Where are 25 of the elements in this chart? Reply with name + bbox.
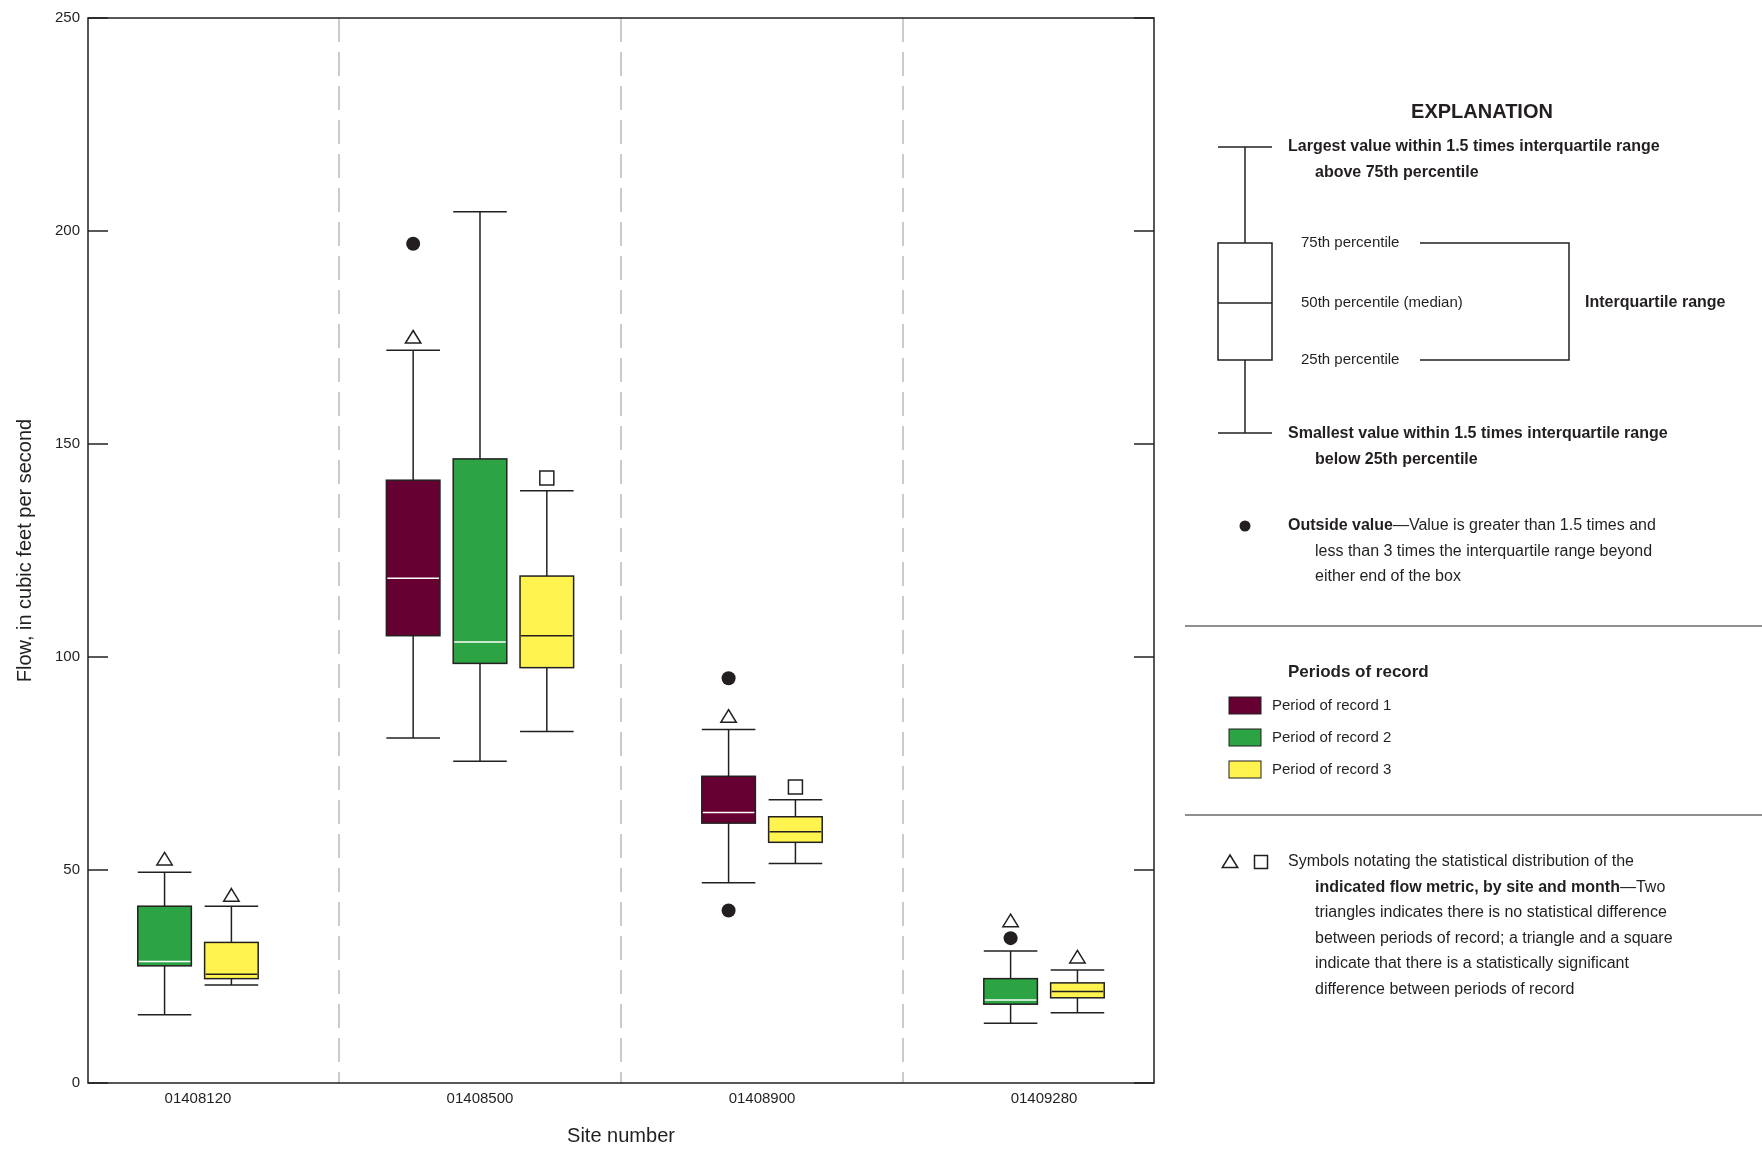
y-tick-label: 200 — [54, 220, 80, 238]
text: Largest value within 1.5 times interquartile range above 75th percentile — [1288, 137, 1660, 180]
y-axis-title: Flow, in cubic feet per second — [13, 418, 36, 683]
text: Interquartile range — [1585, 293, 1726, 311]
text: EXPLANATION — [1411, 100, 1553, 123]
y-tick-label: 50 — [63, 859, 80, 877]
text: 50th percentile (median) — [1301, 292, 1463, 310]
x-tick-label: 01408120 — [164, 1088, 232, 1106]
y-tick-label: 100 — [54, 646, 80, 664]
y-tick-label: 0 — [71, 1072, 80, 1090]
y-tick-label: 250 — [54, 7, 80, 25]
legend-title: Periods of record — [1288, 662, 1429, 682]
text: Symbols notating the statistical distribution of the indicated flow metric, by site and month—Two triangles indicates there is no statistical difference between periods of record; a triangle and a square indicate that there is a statistically significant difference between periods of record — [1288, 852, 1673, 997]
text: Outside value—Value is greater than 1.5 times and less than 3 times the interquartile range beyond either end of the box — [1288, 516, 1656, 585]
x-axis-title: Site number — [567, 1124, 676, 1147]
text: 75th percentile — [1301, 232, 1400, 250]
text: Smallest value within 1.5 times interquartile range below 25th percentile — [1288, 424, 1668, 467]
legend-label: Period of record 1 — [1272, 695, 1392, 713]
text: 25th percentile — [1301, 349, 1400, 367]
x-tick-label: 01408500 — [446, 1088, 514, 1106]
x-tick-label: 01409280 — [1010, 1088, 1078, 1106]
legend-label: Period of record 3 — [1272, 759, 1392, 777]
x-tick-label: 01408900 — [728, 1088, 796, 1106]
legend-label: Period of record 2 — [1272, 727, 1392, 745]
y-tick-label: 150 — [54, 433, 80, 451]
